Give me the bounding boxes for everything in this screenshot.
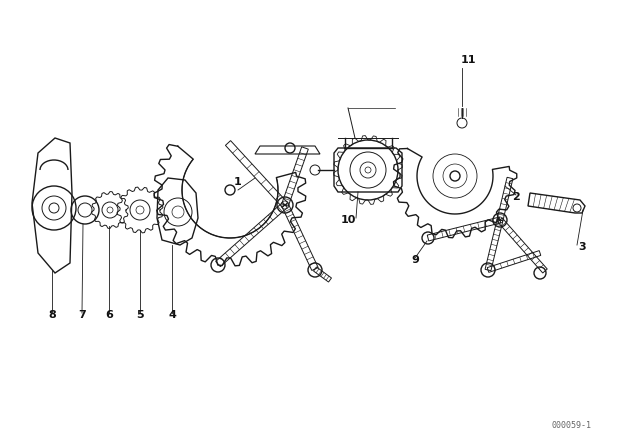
Text: 7: 7 xyxy=(78,310,86,320)
Text: 4: 4 xyxy=(168,310,176,320)
Text: 8: 8 xyxy=(48,310,56,320)
Text: 10: 10 xyxy=(340,215,356,225)
Text: 6: 6 xyxy=(105,310,113,320)
Text: 1: 1 xyxy=(234,177,242,187)
Text: 3: 3 xyxy=(578,242,586,252)
Text: 5: 5 xyxy=(136,310,144,320)
Text: 000059-1: 000059-1 xyxy=(552,421,592,430)
Text: 11: 11 xyxy=(460,55,476,65)
Text: 9: 9 xyxy=(411,255,419,265)
Text: 2: 2 xyxy=(512,192,520,202)
